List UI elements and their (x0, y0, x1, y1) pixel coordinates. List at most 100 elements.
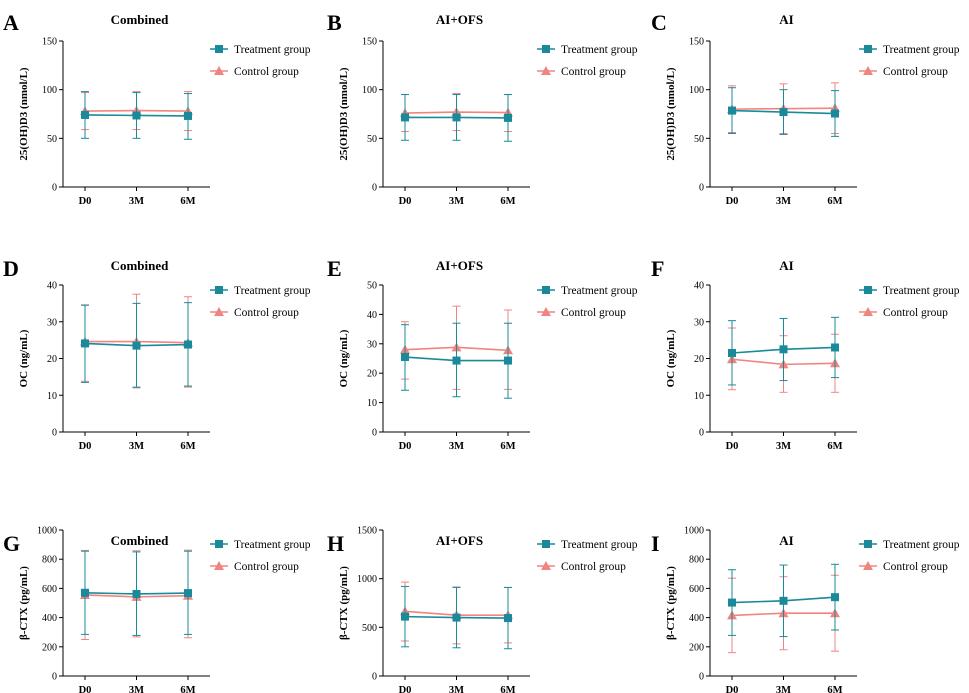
x-tick-label: D0 (399, 441, 412, 452)
y-tick-label: 150 (362, 37, 377, 48)
y-tick-label: 0 (372, 428, 377, 439)
x-tick-label: 6M (827, 441, 842, 452)
y-tick-label: 0 (699, 672, 704, 683)
panel-letter: I (651, 531, 660, 556)
data-point (184, 589, 192, 598)
y-tick-label: 100 (362, 85, 377, 96)
y-tick-label: 10 (367, 398, 377, 409)
y-tick-label: 1500 (357, 526, 377, 537)
y-tick-label: 40 (367, 310, 377, 321)
y-tick-label: 0 (52, 183, 57, 194)
y-tick-label: 800 (689, 555, 704, 566)
legend-marker (542, 286, 550, 294)
y-tick-label: 0 (372, 183, 377, 194)
panel-letter: D (3, 256, 19, 281)
y-tick-label: 1000 (37, 526, 57, 537)
panel-letter: H (327, 531, 344, 556)
data-point (132, 589, 141, 598)
legend: Treatment group Control group (210, 44, 311, 78)
x-tick-label: 6M (827, 196, 842, 207)
y-tick-label: 0 (699, 183, 704, 194)
data-point (504, 356, 512, 365)
y-axis-label: 25(OH)D3 (nmol/L) (338, 67, 350, 161)
panel-title: Combined (111, 12, 170, 27)
panel-letter: G (3, 531, 20, 556)
panel-i: I AI 0 200 400 600 800 1000 D0 3M 6M β-CTX (pg/mL) T… (651, 526, 960, 693)
legend-marker (864, 286, 872, 294)
x-tick-label: 3M (129, 685, 144, 693)
x-tick-label: 3M (776, 196, 791, 207)
treatment-series (728, 563, 839, 638)
x-tick-label: 3M (129, 441, 144, 452)
legend-marker (541, 66, 551, 75)
y-tick-label: 30 (367, 339, 377, 350)
data-point (132, 341, 141, 350)
y-tick-label: 30 (47, 317, 57, 328)
legend-control-label: Control group (561, 561, 626, 573)
y-tick-label: 20 (47, 354, 57, 365)
panel-title: Combined (111, 533, 170, 548)
x-tick-label: 6M (180, 685, 195, 693)
legend-treatment-label: Treatment group (561, 285, 638, 297)
legend-control-label: Control group (561, 307, 626, 319)
y-tick-label: 600 (42, 584, 57, 595)
legend-treatment-label: Treatment group (234, 44, 311, 56)
x-tick-label: D0 (79, 196, 92, 207)
y-axis-label: β-CTX (pg/mL) (665, 566, 677, 640)
y-tick-label: 50 (367, 134, 377, 145)
legend: Treatment group Control group (537, 285, 638, 319)
panel-title: AI+OFS (436, 258, 483, 273)
y-tick-label: 20 (367, 369, 377, 380)
y-tick-label: 200 (42, 642, 57, 653)
y-tick-label: 800 (42, 555, 57, 566)
data-point (728, 106, 736, 115)
x-tick-label: D0 (399, 196, 412, 207)
y-tick-label: 40 (47, 281, 57, 292)
legend: Treatment group Control group (210, 285, 311, 319)
legend-marker (215, 286, 223, 294)
panel-letter: E (327, 256, 342, 281)
y-tick-label: 600 (689, 584, 704, 595)
panel-letter: C (651, 10, 667, 35)
x-tick-label: 6M (500, 196, 515, 207)
y-tick-label: 200 (689, 642, 704, 653)
y-tick-label: 50 (694, 134, 704, 145)
panel-letter: B (327, 10, 342, 35)
data-point (184, 111, 192, 120)
y-tick-label: 0 (52, 672, 57, 683)
legend-marker (541, 307, 551, 316)
x-tick-label: 3M (776, 685, 791, 693)
treatment-series (401, 585, 512, 650)
treatment-series (401, 322, 512, 399)
legend-marker (863, 561, 873, 570)
y-axis-label: OC (ng/mL) (18, 329, 30, 387)
panel-d: D Combined 0 10 20 30 40 D0 3M 6M OC (ng/mL) Treatm… (3, 256, 311, 452)
panel-title: AI (779, 533, 793, 548)
panel-letter: F (651, 256, 664, 281)
y-axis-label: OC (ng/mL) (665, 329, 677, 387)
legend-marker (863, 66, 873, 75)
y-tick-label: 50 (367, 281, 377, 292)
treatment-series (81, 302, 192, 388)
panel-f: F AI 0 10 20 30 40 D0 3M 6M OC (ng/mL) Treatment gr… (651, 256, 960, 452)
data-point (831, 343, 839, 352)
y-tick-label: 400 (689, 613, 704, 624)
y-tick-label: 1000 (357, 574, 377, 585)
legend-control-label: Control group (234, 307, 299, 319)
data-point (81, 588, 89, 597)
data-point (504, 614, 512, 623)
legend-marker (214, 307, 224, 316)
panel-g: G Combined 0 200 400 600 800 1000 D0 3M 6M β-CTX (p… (3, 526, 311, 693)
legend-marker (864, 45, 872, 53)
panel-b: B AI+OFS 0 50 100 150 D0 3M 6M 25(OH)D3 (nmol/L) T… (327, 10, 638, 207)
data-point (401, 113, 409, 122)
y-axis-label: β-CTX (pg/mL) (338, 566, 350, 640)
legend: Treatment group Control group (537, 44, 638, 78)
x-tick-label: D0 (79, 441, 92, 452)
legend-marker (864, 540, 872, 548)
y-tick-label: 30 (694, 317, 704, 328)
y-tick-label: 100 (42, 85, 57, 96)
legend-treatment-label: Treatment group (883, 285, 960, 297)
panel-e: E AI+OFS 0 10 20 30 40 50 D0 3M 6M OC (ng/mL) Treatm… (327, 256, 638, 452)
